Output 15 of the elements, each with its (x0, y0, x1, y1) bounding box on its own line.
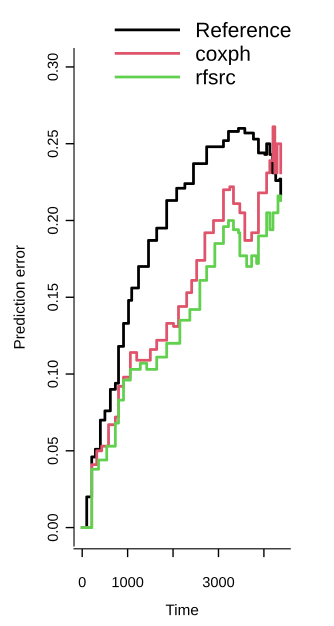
legend-label: Reference (196, 22, 290, 38)
y-tick-label: 0.05 (48, 437, 58, 464)
y-axis-title: Prediction error (14, 245, 25, 348)
legend-label: coxph (196, 46, 250, 66)
y-tick-label: 0.30 (48, 53, 58, 81)
y-tick-label: 0.20 (48, 206, 58, 234)
x-tick-label: 3000 (202, 576, 234, 588)
y-tick-label: 0.10 (48, 360, 58, 388)
x-tick-label: 1000 (112, 576, 144, 588)
y-tick-label: 0.15 (48, 284, 58, 311)
x-axis-title: Time (166, 604, 198, 616)
y-tick-label: 0.00 (48, 514, 58, 542)
x-tick-label: 0 (78, 576, 86, 588)
y-tick-label: 0.25 (48, 130, 58, 158)
legend-label: rfsrc (196, 69, 236, 84)
